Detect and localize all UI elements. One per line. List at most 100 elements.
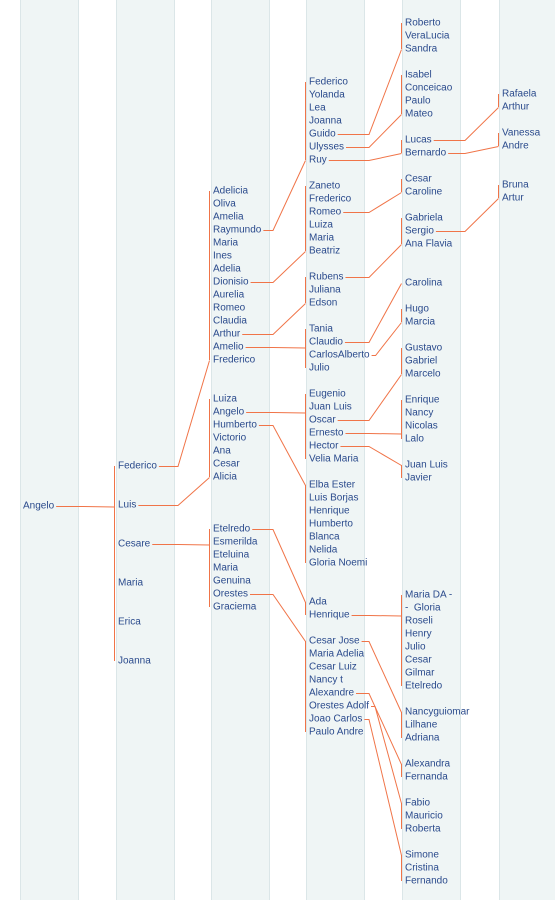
person-name: Adelia — [213, 264, 241, 275]
person-name: Nancyguiomar — [405, 707, 470, 718]
connector — [252, 529, 306, 603]
person-name: Julio — [309, 363, 330, 374]
connector — [246, 412, 306, 414]
person-name: Nancy — [405, 408, 433, 419]
person-name: Raymundo — [213, 225, 262, 236]
person-name: Maria — [309, 233, 334, 244]
connector — [56, 506, 115, 508]
connector — [263, 160, 306, 231]
person-name: Elba Ester — [309, 480, 356, 491]
person-name: Beatriz — [309, 246, 340, 257]
person-name: Erica — [118, 617, 141, 628]
person-name: Ana Flavia — [405, 239, 453, 250]
person-name: Fernanda — [405, 772, 448, 783]
person-name: Angelo — [23, 501, 55, 512]
person-name: Maria — [213, 563, 238, 574]
connector — [245, 347, 306, 349]
person-name: Adriana — [405, 733, 440, 744]
person-name: Fabio — [405, 798, 430, 809]
connector — [344, 283, 402, 343]
person-name: Luiza — [309, 220, 333, 231]
person-name: Romeo — [309, 207, 342, 218]
person-name: Angelo — [213, 407, 245, 418]
person-name: Cristina — [405, 863, 439, 874]
connector — [158, 360, 210, 467]
person-name: Amelia — [213, 212, 244, 223]
person-name: Hector — [309, 441, 339, 452]
person-name: Gilmar — [405, 668, 435, 679]
person-name: Luis — [118, 500, 136, 511]
person-name: Javier — [405, 473, 432, 484]
person-name: Ernesto — [309, 428, 344, 439]
person-name: Edson — [309, 298, 337, 309]
person-name: Andre — [502, 141, 529, 152]
person-name: Mauricio — [405, 811, 443, 822]
person-name: Aurelia — [213, 290, 245, 301]
person-name: Roseli — [405, 616, 433, 627]
person-name: Sergio — [405, 226, 434, 237]
person-name: Conceicao — [405, 83, 453, 94]
person-name: VeraLucia — [405, 31, 450, 42]
connector — [340, 446, 402, 466]
person-name: Isabel — [405, 70, 432, 81]
person-name: Cesar Luiz — [309, 662, 357, 673]
person-name: CarlosAlberto — [309, 350, 370, 361]
person-name: Romeo — [213, 303, 246, 314]
person-name: Maria Adelia — [309, 649, 364, 660]
person-name: Orestes Adolf — [309, 701, 369, 712]
person-name: Cesar — [213, 459, 240, 470]
person-name: Roberta — [405, 824, 441, 835]
person-name: Federico — [309, 77, 348, 88]
person-name: Gustavo — [405, 343, 443, 354]
person-name: Graciema — [213, 602, 257, 613]
person-name: Gabriel — [405, 356, 437, 367]
person-name: Maria — [213, 238, 238, 249]
person-name: Henrique — [309, 610, 350, 621]
person-name: Caroline — [405, 187, 443, 198]
connector — [328, 153, 402, 161]
person-name: Claudio — [309, 337, 343, 348]
person-name: Marcia — [405, 317, 435, 328]
person-name: Rubens — [309, 272, 343, 283]
person-name: Hugo — [405, 304, 429, 315]
person-name: Juan Luis — [405, 460, 448, 471]
person-name: Sandra — [405, 44, 438, 55]
person-name: Marcelo — [405, 369, 441, 380]
person-name: Alicia — [213, 472, 237, 483]
person-name: Juan Luis — [309, 402, 352, 413]
person-name: Maria DA - — [405, 590, 452, 601]
connector — [152, 544, 210, 546]
person-name: Amelio — [213, 342, 244, 353]
person-name: Cesare — [118, 539, 151, 550]
person-name: Alexandra — [405, 759, 450, 770]
person-name: Gabriela — [405, 213, 443, 224]
person-name: Fernando — [405, 876, 448, 887]
connector — [364, 719, 402, 856]
connector — [435, 198, 499, 232]
person-name: Bernardo — [405, 148, 447, 159]
person-name: Blanca — [309, 532, 340, 543]
person-name: Genuina — [213, 576, 251, 587]
person-name: Velia Maria — [309, 454, 359, 465]
person-name: Joao Carlos — [309, 714, 362, 725]
person-name: Oliva — [213, 199, 236, 210]
person-name: Lilhane — [405, 720, 438, 731]
column — [306, 0, 365, 900]
person-name: Orestes — [213, 589, 248, 600]
connector — [343, 192, 402, 213]
connector — [448, 146, 499, 154]
person-name: Lea — [309, 103, 326, 114]
person-name: Yolanda — [309, 90, 345, 101]
person-name: Luis Borjas — [309, 493, 358, 504]
person-name: Nelida — [309, 545, 338, 556]
person-name: Humberto — [309, 519, 353, 530]
person-name: Guido — [309, 129, 336, 140]
person-name: Humberto — [213, 420, 257, 431]
connector — [337, 49, 402, 135]
person-name: Bruna — [502, 180, 529, 191]
connector — [361, 641, 402, 713]
connector — [250, 594, 306, 642]
person-name: Alexandre — [309, 688, 354, 699]
